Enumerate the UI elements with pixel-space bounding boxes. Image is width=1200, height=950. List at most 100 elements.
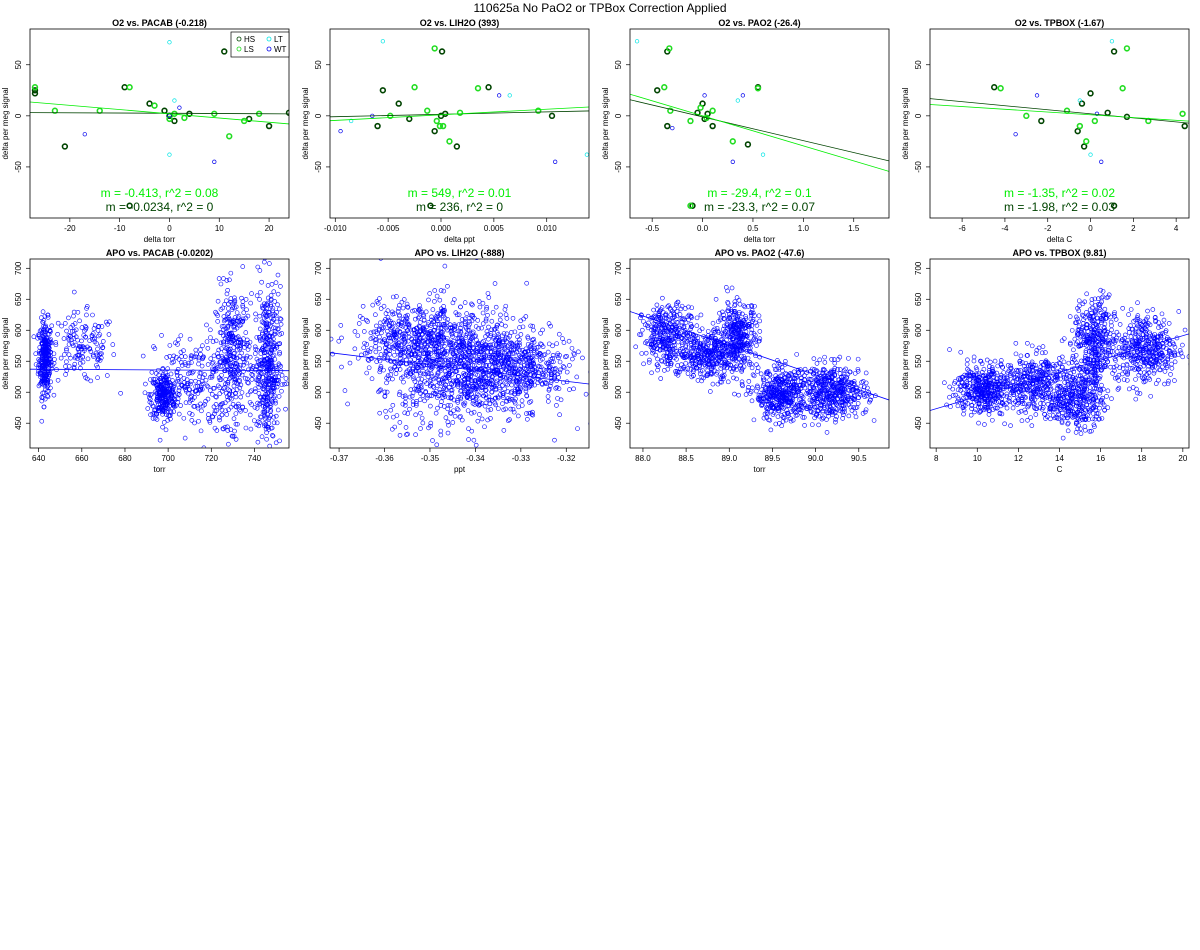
data-point (51, 392, 57, 398)
data-point (40, 309, 46, 314)
data-point (419, 388, 425, 393)
data-point (768, 427, 774, 433)
data-point (220, 327, 226, 333)
data-point (658, 376, 664, 381)
data-point (487, 401, 493, 407)
data-point (167, 40, 172, 45)
data-point (171, 117, 178, 125)
data-point (448, 388, 454, 393)
data-point (736, 318, 741, 323)
data-point (485, 380, 491, 385)
data-point (651, 321, 657, 327)
data-point (463, 332, 469, 338)
data-point (167, 387, 172, 393)
data-point (212, 411, 217, 417)
data-point (492, 347, 497, 353)
data-point (647, 357, 652, 363)
data-point (229, 331, 234, 337)
data-point (544, 381, 549, 386)
data-point (220, 426, 226, 432)
data-point (435, 311, 441, 316)
legend-label: HS (244, 35, 255, 44)
data-point (205, 346, 211, 351)
y-tick-label: -50 (314, 161, 323, 173)
data-point (449, 372, 455, 377)
data-point (240, 319, 246, 324)
data-point (501, 407, 506, 413)
data-point (595, 392, 599, 396)
data-point (489, 318, 495, 324)
data-point (668, 362, 674, 368)
data-point (181, 375, 187, 381)
legend-label: LT (274, 35, 283, 44)
data-point (771, 363, 777, 369)
data-point (528, 399, 534, 404)
data-point (373, 329, 379, 334)
data-point (150, 403, 156, 409)
data-point (500, 393, 506, 398)
data-point (254, 405, 260, 411)
data-point (83, 334, 88, 340)
data-point (225, 347, 231, 352)
data-point (445, 406, 451, 412)
data-point (233, 421, 239, 427)
data-point (118, 390, 123, 396)
data-point (232, 298, 238, 303)
data-point (433, 375, 439, 381)
data-point (548, 370, 554, 376)
data-point (515, 389, 521, 395)
data-point (401, 297, 407, 302)
data-point (82, 132, 87, 137)
data-point (276, 394, 282, 399)
data-point (345, 401, 350, 407)
data-point (517, 376, 523, 382)
data-point (469, 410, 474, 416)
data-point (424, 395, 430, 401)
x-tick-label: -0.37 (330, 454, 349, 463)
data-point (757, 336, 763, 342)
data-point (462, 319, 468, 324)
data-point (229, 319, 235, 325)
y-tick-label: 600 (14, 323, 23, 337)
data-point (53, 342, 59, 348)
data-point (385, 315, 391, 320)
data-point (705, 329, 711, 334)
data-point (700, 348, 706, 354)
data-point (697, 360, 703, 366)
data-point (61, 143, 69, 150)
data-point (461, 354, 467, 360)
data-point (526, 384, 532, 390)
data-point (477, 412, 482, 417)
data-point (375, 300, 381, 306)
y-tick-label: 600 (314, 323, 323, 337)
data-point (535, 380, 541, 386)
data-point (260, 337, 265, 343)
data-point (378, 352, 384, 357)
data-point (466, 437, 471, 442)
data-point (434, 344, 439, 349)
data-point (268, 407, 274, 413)
data-point (751, 331, 757, 336)
data-point (406, 349, 412, 354)
data-point (663, 311, 669, 317)
data-point (227, 388, 233, 393)
data-point (263, 342, 268, 348)
data-point (224, 298, 229, 304)
data-point (643, 340, 648, 346)
data-point (754, 362, 759, 368)
data-point (546, 360, 551, 366)
data-point (398, 319, 404, 325)
x-tick-label: -20 (64, 224, 76, 233)
data-point (537, 351, 542, 356)
data-point (185, 363, 191, 369)
data-point (217, 391, 223, 396)
data-point (455, 384, 461, 389)
data-point (273, 400, 278, 406)
data-point (499, 383, 505, 388)
data-point (373, 312, 378, 318)
data-point (663, 333, 669, 338)
data-point (675, 370, 681, 375)
data-point (244, 353, 250, 359)
data-point (1110, 48, 1118, 55)
